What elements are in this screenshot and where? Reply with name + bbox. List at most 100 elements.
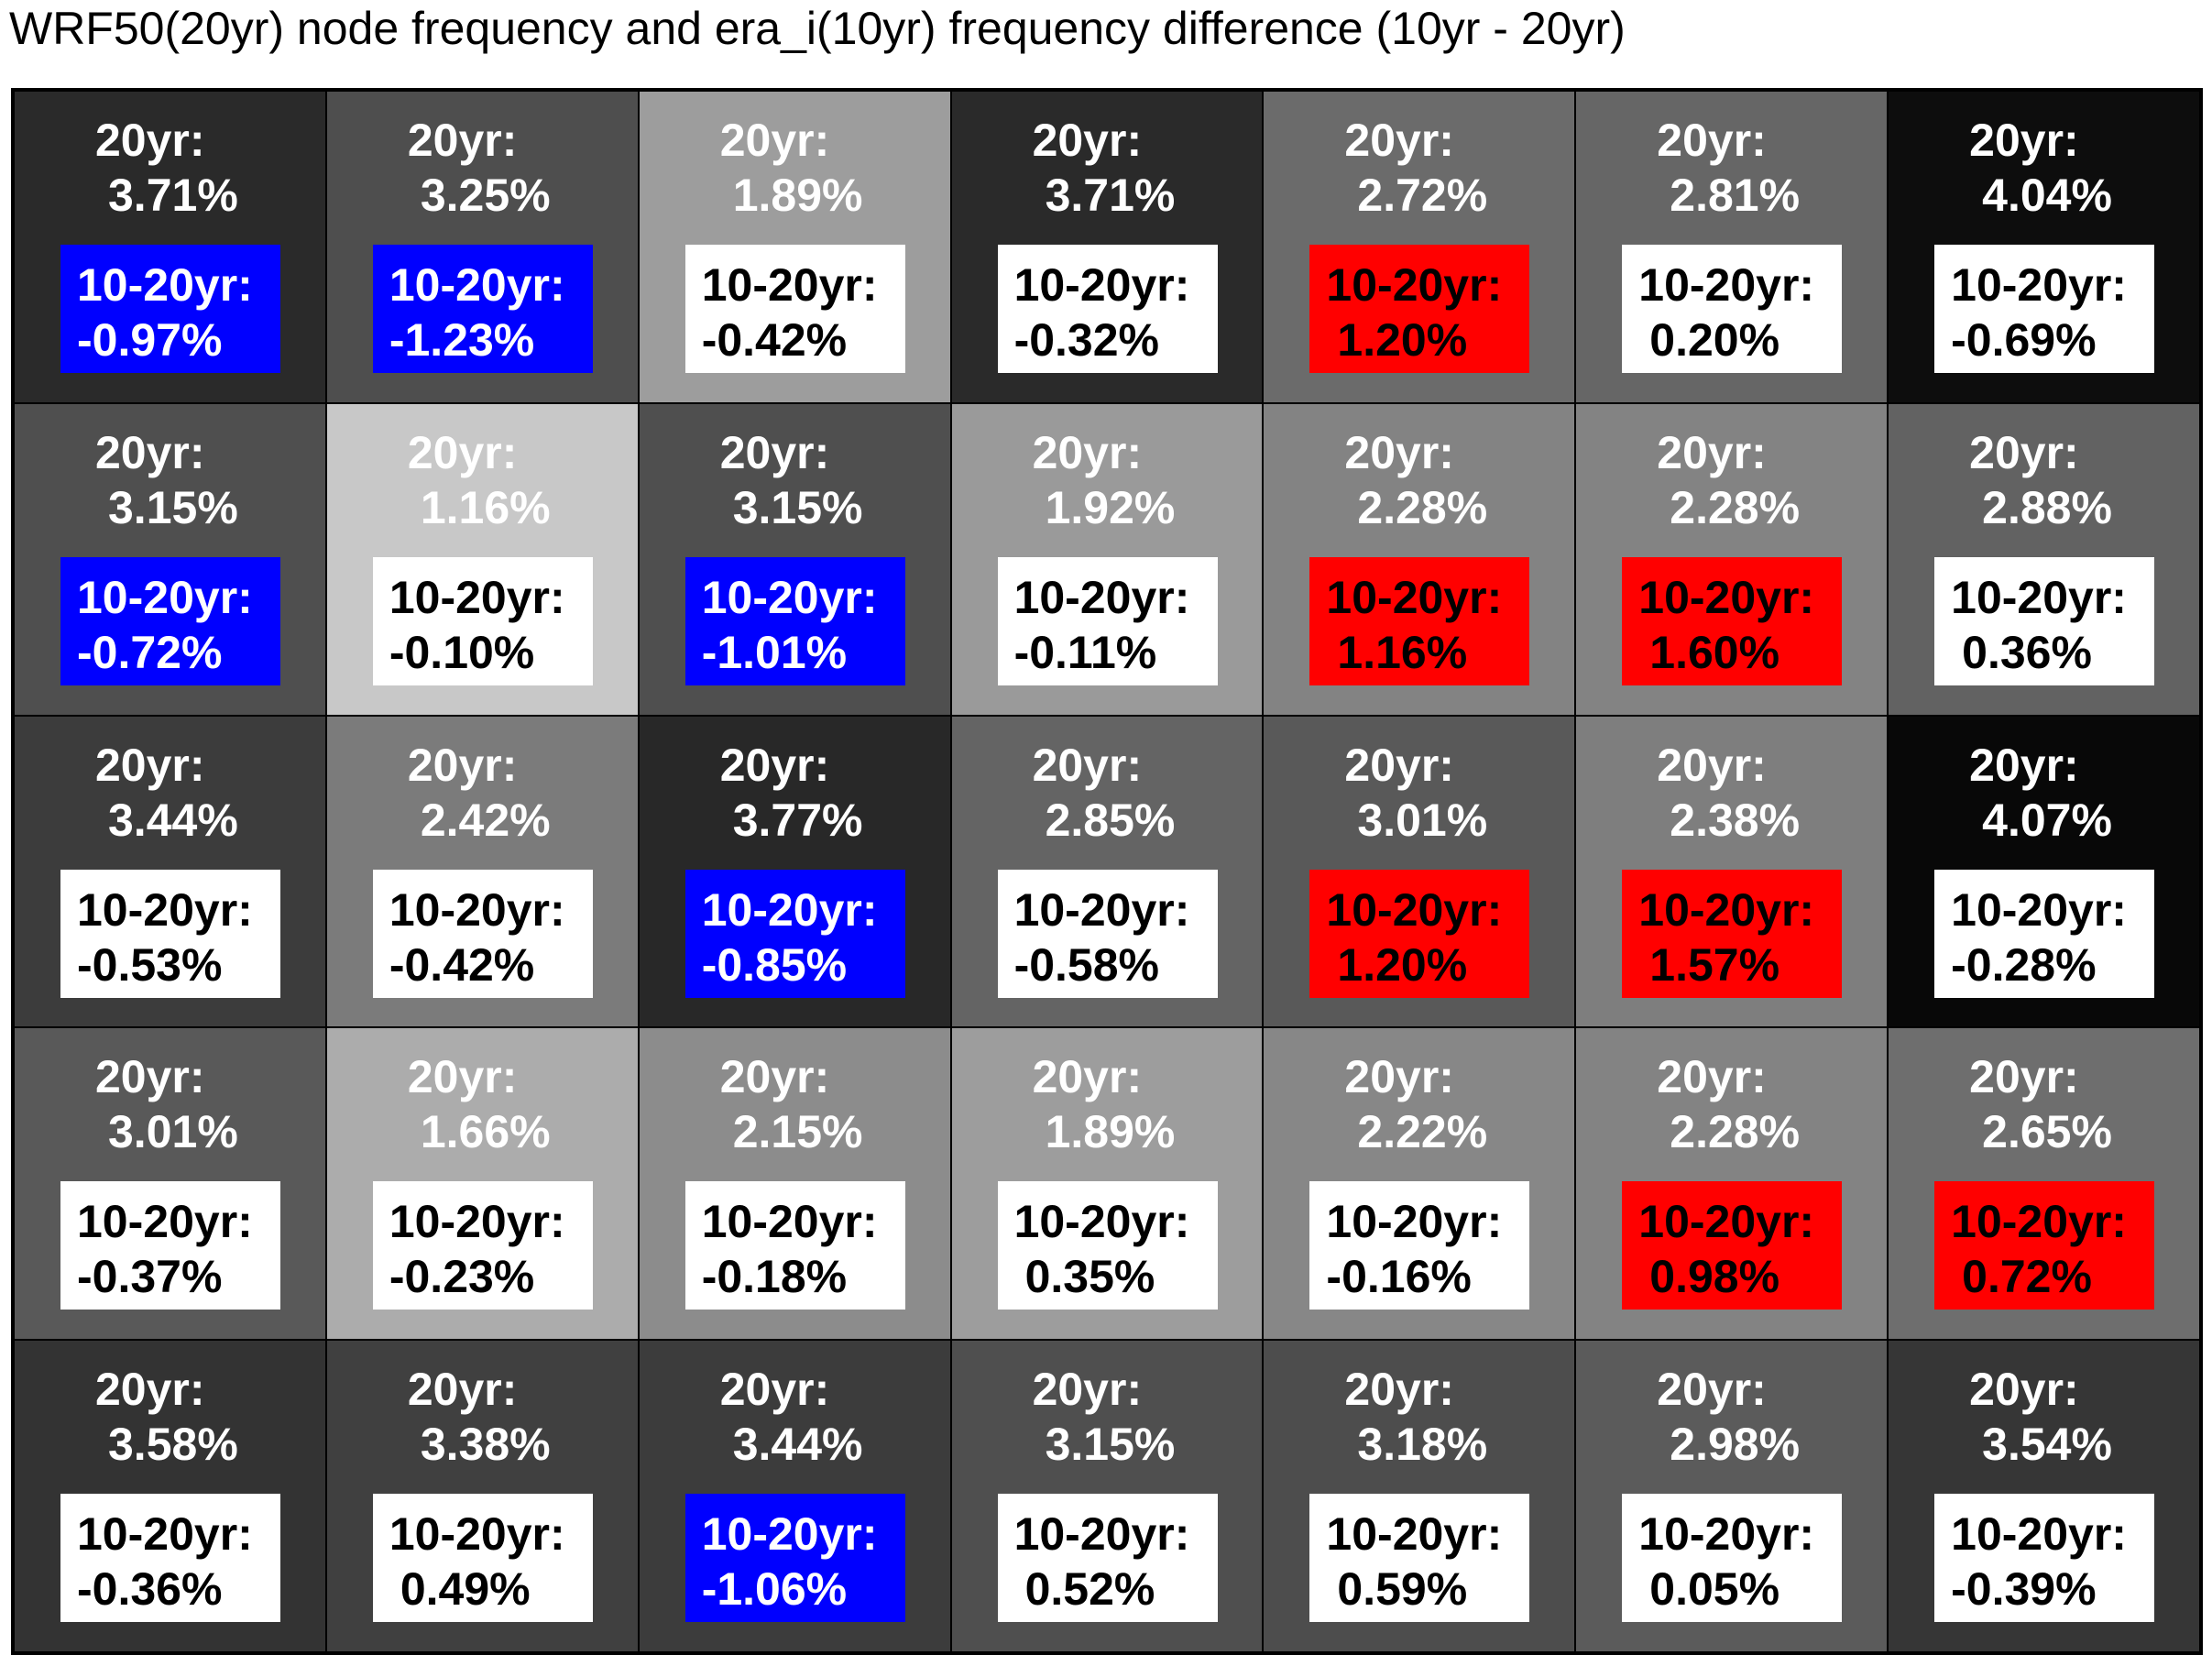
difference-label: 10-20yr:	[701, 259, 878, 311]
difference-value: -0.42%	[701, 314, 848, 366]
difference-value: -0.58%	[1013, 938, 1159, 991]
difference-value: 1.20%	[1337, 938, 1468, 991]
freq20-value: 3.77%	[732, 794, 863, 846]
difference-label: 10-20yr:	[1326, 1196, 1503, 1248]
freq20-label: 20yr:	[1657, 1364, 1767, 1416]
node-cell: 20yr: 2.28% 10-20yr: 1.60%	[1575, 402, 1889, 716]
difference-value: -0.28%	[1951, 938, 2097, 991]
difference-label: 10-20yr:	[389, 259, 565, 311]
difference-value: -0.85%	[701, 938, 848, 991]
difference-box: 10-20yr: -0.10%	[372, 556, 593, 685]
freq20-value: 3.71%	[108, 170, 238, 221]
freq20-value: 2.42%	[420, 794, 551, 846]
freq20-label: 20yr:	[1657, 739, 1767, 791]
difference-box: 10-20yr: 1.20%	[1309, 869, 1530, 998]
difference-label: 10-20yr:	[389, 1508, 565, 1561]
freq20-label: 20yr:	[1344, 426, 1454, 478]
freq20-value: 3.01%	[1357, 794, 1488, 846]
freq20-label: 20yr:	[1032, 1364, 1143, 1416]
freq20-value: 3.15%	[108, 481, 238, 533]
difference-box: 10-20yr: 1.57%	[1622, 869, 1843, 998]
difference-label: 10-20yr:	[77, 1508, 253, 1561]
difference-box: 10-20yr: 0.49%	[372, 1494, 593, 1623]
difference-value: -0.23%	[389, 1251, 535, 1303]
difference-label: 10-20yr:	[1951, 1196, 2127, 1248]
difference-label: 10-20yr:	[1638, 1196, 1815, 1248]
difference-label: 10-20yr:	[1013, 1508, 1190, 1561]
node-cell: 20yr: 2.72% 10-20yr: 1.20%	[1263, 91, 1576, 403]
node-cell: 20yr: 3.38% 10-20yr: 0.49%	[325, 1340, 639, 1652]
freq20-value: 2.28%	[1670, 1106, 1801, 1158]
difference-box: 10-20yr: -0.37%	[60, 1181, 280, 1310]
som-node-grid: 20yr: 3.71% 10-20yr: -0.97% 20yr: 3.25% 10-20y…	[11, 88, 2203, 1655]
node-cell: 20yr: 3.15% 10-20yr: -0.72%	[14, 402, 326, 716]
difference-label: 10-20yr:	[389, 571, 565, 623]
freq20-label: 20yr:	[719, 1051, 830, 1103]
freq20-label: 20yr:	[1344, 739, 1454, 791]
difference-label: 10-20yr:	[1951, 259, 2127, 311]
difference-box: 10-20yr: -0.28%	[1934, 869, 2155, 998]
chart-title: WRF50(20yr) node frequency and era_i(10y…	[9, 3, 1626, 54]
freq20-value: 3.58%	[108, 1419, 238, 1471]
freq20-label: 20yr:	[95, 739, 205, 791]
difference-box: 10-20yr: -1.23%	[372, 245, 593, 373]
node-cell: 20yr: 2.65% 10-20yr: 0.72%	[1888, 1027, 2200, 1341]
node-cell: 20yr: 1.66% 10-20yr: -0.23%	[325, 1027, 639, 1341]
node-cell: 20yr: 2.28% 10-20yr: 0.98%	[1575, 1027, 1889, 1341]
difference-label: 10-20yr:	[1013, 259, 1190, 311]
freq20-label: 20yr:	[407, 739, 518, 791]
difference-value: -0.11%	[1013, 626, 1157, 678]
difference-label: 10-20yr:	[77, 571, 253, 623]
freq20-label: 20yr:	[95, 1051, 205, 1103]
freq20-label: 20yr:	[1344, 115, 1454, 166]
difference-label: 10-20yr:	[1326, 571, 1503, 623]
freq20-label: 20yr:	[719, 1364, 830, 1416]
difference-value: -0.32%	[1013, 314, 1159, 366]
freq20-label: 20yr:	[1032, 1051, 1143, 1103]
freq20-value: 3.15%	[1045, 1419, 1176, 1471]
difference-label: 10-20yr:	[1013, 883, 1190, 936]
node-cell: 20yr: 3.15% 10-20yr: 0.52%	[950, 1340, 1264, 1652]
node-cell: 20yr: 1.16% 10-20yr: -0.10%	[325, 402, 639, 716]
node-cell: 20yr: 2.28% 10-20yr: 1.16%	[1263, 402, 1576, 716]
node-cell: 20yr: 3.71% 10-20yr: -0.32%	[950, 91, 1264, 403]
freq20-value: 2.15%	[732, 1106, 863, 1158]
freq20-label: 20yr:	[1969, 739, 2079, 791]
freq20-label: 20yr:	[1969, 1364, 2079, 1416]
difference-value: -0.37%	[77, 1251, 223, 1303]
difference-label: 10-20yr:	[77, 883, 253, 936]
difference-value: 0.72%	[1962, 1251, 2092, 1303]
freq20-label: 20yr:	[407, 1051, 518, 1103]
difference-box: 10-20yr: -0.58%	[997, 869, 1218, 998]
difference-value: -1.06%	[701, 1563, 848, 1616]
node-cell: 20yr: 3.44% 10-20yr: -1.06%	[638, 1340, 951, 1652]
node-cell: 20yr: 3.71% 10-20yr: -0.97%	[14, 91, 326, 403]
difference-value: 1.16%	[1337, 626, 1468, 678]
freq20-value: 2.28%	[1357, 481, 1488, 533]
difference-value: -0.53%	[77, 938, 223, 991]
node-cell: 20yr: 1.89% 10-20yr: -0.42%	[638, 91, 951, 403]
freq20-label: 20yr:	[1344, 1364, 1454, 1416]
difference-label: 10-20yr:	[1013, 1196, 1190, 1248]
node-cell: 20yr: 4.07% 10-20yr: -0.28%	[1888, 715, 2200, 1028]
difference-label: 10-20yr:	[701, 1196, 878, 1248]
node-cell: 20yr: 2.22% 10-20yr: -0.16%	[1263, 1027, 1576, 1341]
freq20-label: 20yr:	[95, 1364, 205, 1416]
difference-value: 1.20%	[1337, 314, 1468, 366]
freq20-value: 3.25%	[420, 170, 551, 221]
node-cell: 20yr: 2.38% 10-20yr: 1.57%	[1575, 715, 1889, 1028]
difference-value: 0.05%	[1649, 1563, 1780, 1616]
freq20-value: 3.01%	[108, 1106, 238, 1158]
difference-value: 0.98%	[1649, 1251, 1780, 1303]
freq20-value: 2.28%	[1670, 481, 1801, 533]
freq20-label: 20yr:	[95, 426, 205, 478]
freq20-label: 20yr:	[1969, 426, 2079, 478]
freq20-value: 4.04%	[1982, 170, 2112, 221]
freq20-label: 20yr:	[407, 426, 518, 478]
freq20-value: 1.16%	[420, 481, 551, 533]
freq20-value: 2.38%	[1670, 794, 1801, 846]
difference-label: 10-20yr:	[1326, 1508, 1503, 1561]
difference-value: -1.23%	[389, 314, 535, 366]
difference-label: 10-20yr:	[1326, 883, 1503, 936]
difference-label: 10-20yr:	[1638, 883, 1815, 936]
